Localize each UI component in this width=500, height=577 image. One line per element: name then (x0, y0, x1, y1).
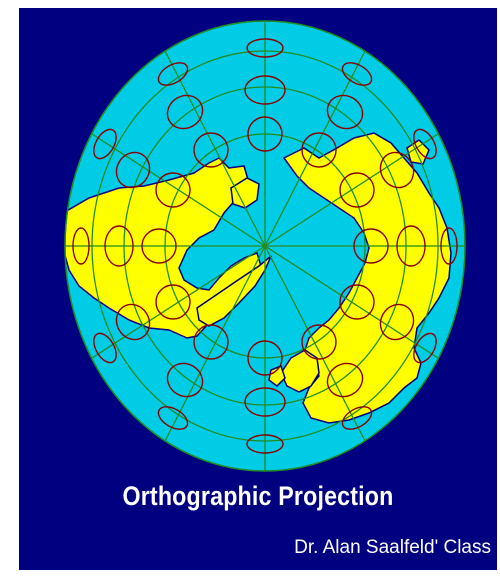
landmass-arctic-island (230, 177, 260, 209)
landmass-north-america (65, 157, 262, 339)
orthographic-globe (64, 20, 466, 472)
globe-rim (64, 20, 466, 472)
figure-credit: Dr. Alan Saalfeld' Class (294, 537, 491, 558)
figure-title: Orthographic Projection (122, 481, 394, 511)
landmass-eurasia (282, 132, 452, 424)
figure-frame: Orthographic Projection Dr. Alan Saalfel… (19, 8, 497, 570)
tissot-indicatrices (72, 38, 458, 454)
